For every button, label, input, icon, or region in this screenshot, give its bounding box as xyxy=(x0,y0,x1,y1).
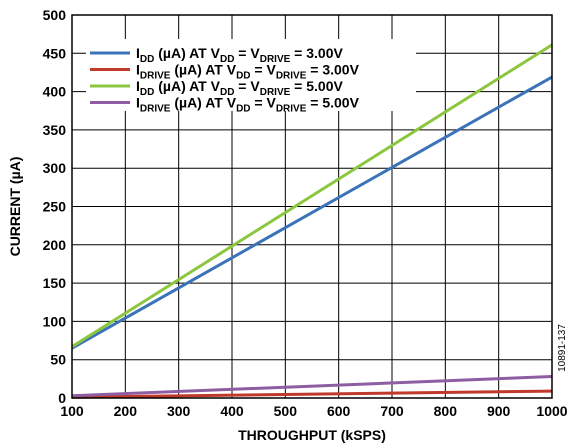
legend-subscript: DRIVE xyxy=(276,104,307,115)
legend-subscript: DD xyxy=(220,87,234,98)
legend-text: = 3.00V xyxy=(290,45,343,61)
legend-text: = V xyxy=(251,62,277,78)
legend-subscript: DRIVE xyxy=(140,104,171,115)
legend-text: (µA) AT V xyxy=(154,45,220,61)
legend-label-4: IDRIVE (µA) AT VDD = VDRIVE = 5.00V xyxy=(136,95,360,115)
plot-frame xyxy=(71,14,553,399)
legend-text: I xyxy=(136,78,140,94)
y-tick-label: 500 xyxy=(43,7,67,23)
legend-text: = 5.00V xyxy=(290,78,343,94)
legend-subscript: DD xyxy=(220,54,234,65)
legend-subscript: DD xyxy=(236,71,250,82)
legend-text: = V xyxy=(234,45,260,61)
y-tick-label: 100 xyxy=(43,313,67,329)
legend-text: I xyxy=(136,95,140,111)
y-tick-label: 350 xyxy=(43,122,67,138)
legend-subscript: DD xyxy=(140,87,154,98)
legend-subscript: DRIVE xyxy=(260,87,291,98)
legend-text: I xyxy=(136,45,140,61)
y-tick-label: 0 xyxy=(58,390,66,406)
legend-text: (µA) AT V xyxy=(170,62,236,78)
legend-text: I xyxy=(136,62,140,78)
legend-text: = V xyxy=(251,95,277,111)
y-axis-title: CURRENT (µA) xyxy=(7,157,23,257)
y-tick-label: 300 xyxy=(43,160,67,176)
series-line-4 xyxy=(71,375,553,398)
x-tick-label: 500 xyxy=(274,403,298,419)
y-tick-label: 400 xyxy=(43,84,67,100)
legend-text: = 5.00V xyxy=(306,95,359,111)
y-tick-label: 450 xyxy=(43,45,67,61)
series-line-1 xyxy=(71,75,553,350)
x-tick-label: 700 xyxy=(380,403,404,419)
legend-text: (µA) AT V xyxy=(154,78,220,94)
legend-text: (µA) AT V xyxy=(170,95,236,111)
x-tick-label: 100 xyxy=(60,403,84,419)
x-tick-label: 900 xyxy=(487,403,511,419)
legend-label-2: IDRIVE (µA) AT VDD = VDRIVE = 3.00V xyxy=(136,62,360,82)
legend-label-1: IDD (µA) AT VDD = VDRIVE = 3.00V xyxy=(136,45,343,65)
x-tick-label: 1000 xyxy=(536,403,567,419)
y-tick-label: 50 xyxy=(50,352,66,368)
y-tick-label: 200 xyxy=(43,237,67,253)
y-tick-label: 150 xyxy=(43,275,67,291)
legend-text: = V xyxy=(234,78,260,94)
y-tick-labels: 0 50 100 150 200 250 300 350 400 450 500 xyxy=(43,7,67,406)
series-line-3 xyxy=(71,43,553,348)
x-tick-label: 800 xyxy=(434,403,458,419)
y-tick-label: 250 xyxy=(43,199,67,215)
legend-subscript: DRIVE xyxy=(276,71,307,82)
x-tick-label: 300 xyxy=(167,403,191,419)
figure-id: 10891-137 xyxy=(557,324,568,372)
x-tick-labels: 100 200 300 400 500 600 700 800 900 1000 xyxy=(60,403,567,419)
legend-subscript: DD xyxy=(140,54,154,65)
legend-label-3: IDD (µA) AT VDD = VDRIVE = 5.00V xyxy=(136,78,343,98)
series-line-2 xyxy=(71,389,553,399)
series-lines xyxy=(71,43,553,399)
x-tick-label: 400 xyxy=(220,403,244,419)
x-axis-title: THROUGHPUT (kSPS) xyxy=(238,427,386,443)
x-tick-label: 200 xyxy=(114,403,138,419)
legend-text: = 3.00V xyxy=(306,62,359,78)
legend-background xyxy=(86,39,416,111)
legend-subscript: DD xyxy=(236,104,250,115)
legend-subscript: DRIVE xyxy=(260,54,291,65)
legend-subscript: DRIVE xyxy=(140,71,171,82)
x-tick-label: 600 xyxy=(327,403,351,419)
